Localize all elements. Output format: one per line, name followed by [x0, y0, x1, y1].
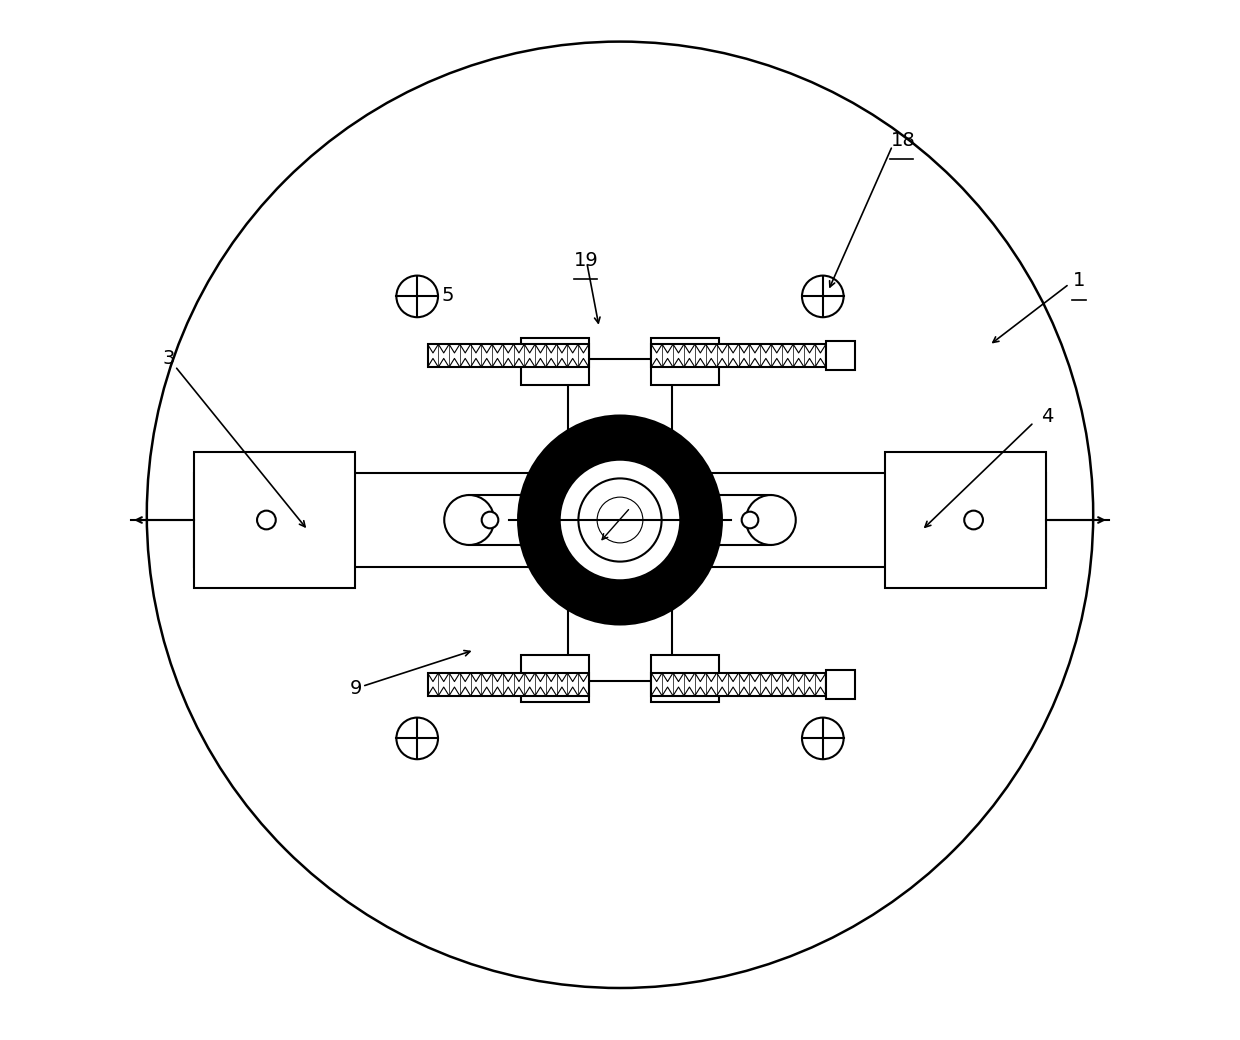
Text: 19: 19: [574, 251, 599, 269]
Text: 3: 3: [162, 349, 175, 368]
Circle shape: [742, 512, 759, 528]
Circle shape: [481, 512, 498, 528]
Bar: [428, 344, 589, 367]
Circle shape: [965, 511, 983, 529]
Ellipse shape: [745, 495, 796, 545]
Bar: [651, 673, 826, 696]
Bar: [568, 359, 672, 473]
Bar: [826, 670, 856, 699]
Circle shape: [257, 511, 275, 529]
Text: 18: 18: [890, 131, 915, 150]
Text: 4: 4: [1042, 407, 1054, 425]
Ellipse shape: [518, 416, 722, 624]
Bar: [651, 344, 826, 367]
Bar: [193, 452, 355, 588]
Text: 5: 5: [441, 286, 454, 305]
Bar: [651, 338, 719, 385]
Bar: [651, 655, 719, 702]
Bar: [568, 567, 672, 681]
Circle shape: [559, 460, 681, 580]
Text: 1: 1: [1073, 271, 1085, 290]
Bar: [885, 452, 1047, 588]
Bar: [826, 341, 856, 370]
Bar: [469, 495, 771, 545]
Bar: [428, 673, 589, 696]
Bar: [521, 338, 589, 385]
Bar: [193, 473, 1047, 567]
Ellipse shape: [444, 495, 495, 545]
Text: 9: 9: [350, 679, 362, 698]
Bar: [521, 655, 589, 702]
